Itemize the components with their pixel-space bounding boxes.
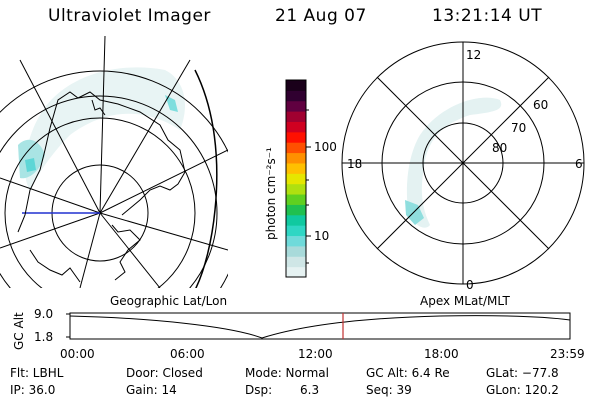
time-tick-1800: 18:00 bbox=[424, 347, 459, 361]
magnetic-caption: Apex MLat/MLT bbox=[420, 294, 510, 308]
color-scale-step bbox=[286, 266, 306, 278]
time-tick-0600: 06:00 bbox=[170, 347, 205, 361]
mlt-lines bbox=[342, 42, 584, 284]
meridian-lines bbox=[0, 36, 228, 288]
color-scale-step bbox=[286, 245, 306, 257]
coastlines bbox=[17, 91, 186, 283]
glat-status: GLat: −77.8 bbox=[486, 366, 559, 380]
color-scale-step bbox=[286, 225, 306, 237]
date-label: 21 Aug 07 bbox=[275, 6, 367, 26]
door-status: Door: Closed bbox=[126, 366, 203, 380]
color-scale-step bbox=[286, 100, 306, 112]
mlat-label-70: 70 bbox=[511, 121, 527, 135]
color-scale-step bbox=[286, 256, 306, 268]
color-scale-step bbox=[286, 131, 306, 143]
colorbar-unit-label: photon cm⁻²s⁻¹ bbox=[264, 147, 278, 240]
mlt-label-0: 0 bbox=[466, 278, 474, 292]
filter-status: Flt: LBHL bbox=[10, 366, 64, 380]
color-scale-ticks bbox=[306, 109, 311, 264]
color-scale-step bbox=[286, 162, 306, 174]
color-scale-step bbox=[286, 173, 306, 185]
aurora-emission bbox=[24, 67, 185, 190]
color-scale-step bbox=[286, 204, 306, 216]
altitude-plot-ticks bbox=[66, 313, 70, 338]
earth-limb bbox=[194, 69, 218, 288]
altitude-ytick-min: 1.8 bbox=[34, 330, 54, 344]
colorbar-tick-100: 100 bbox=[314, 140, 337, 154]
geographic-map bbox=[0, 36, 228, 288]
geographic-caption: Geographic Lat/Lon bbox=[110, 294, 228, 308]
altitude-curve bbox=[69, 315, 571, 339]
aurora-emission-spot bbox=[165, 95, 178, 112]
color-scale-step bbox=[286, 235, 306, 247]
color-scale-step bbox=[286, 152, 306, 164]
mlat-label-80: 80 bbox=[492, 141, 508, 155]
color-scale-step bbox=[286, 183, 306, 195]
time-tick-2359: 23:59 bbox=[550, 347, 585, 361]
color-scale-step bbox=[286, 80, 306, 91]
mlt-label-6: 6 bbox=[575, 157, 583, 171]
dsp-label: Dsp: bbox=[245, 383, 273, 397]
color-scale-step bbox=[286, 214, 306, 226]
color-scale-step bbox=[286, 194, 306, 205]
mode-status: Mode: Normal bbox=[245, 366, 329, 380]
color-scale-frame bbox=[285, 79, 307, 278]
color-scale-bar bbox=[286, 80, 306, 278]
color-scale-step bbox=[286, 142, 306, 154]
colorbar-tick-10: 10 bbox=[314, 229, 330, 243]
altitude-ylabel: GC Alt bbox=[12, 312, 26, 350]
mlt-label-18: 18 bbox=[347, 157, 363, 171]
color-scale-step bbox=[286, 121, 306, 133]
altitude-plot-frame bbox=[69, 312, 571, 340]
aurora-emission-spot bbox=[25, 158, 36, 172]
mlt-label-12: 12 bbox=[466, 48, 482, 62]
gain-status: Gain: 14 bbox=[126, 383, 177, 397]
aurora-oval-bright bbox=[405, 200, 424, 225]
gc-alt-status: GC Alt: 6.4 Re bbox=[366, 366, 450, 380]
dsp-value: 6.3 bbox=[300, 383, 320, 397]
mlat-label-60: 60 bbox=[533, 98, 549, 112]
glon-status: GLon: 120.2 bbox=[486, 383, 559, 397]
seq-status: Seq: 39 bbox=[366, 383, 412, 397]
altitude-ytick-max: 9.0 bbox=[34, 307, 54, 321]
color-scale-step bbox=[286, 90, 306, 102]
time-label: 13:21:14 UT bbox=[432, 6, 543, 26]
time-tick-1200: 12:00 bbox=[298, 347, 333, 361]
time-tick-0000: 00:00 bbox=[60, 347, 95, 361]
color-scale-step bbox=[286, 111, 306, 122]
ip-status: IP: 36.0 bbox=[10, 383, 56, 397]
instrument-title: Ultraviolet Imager bbox=[48, 6, 211, 26]
